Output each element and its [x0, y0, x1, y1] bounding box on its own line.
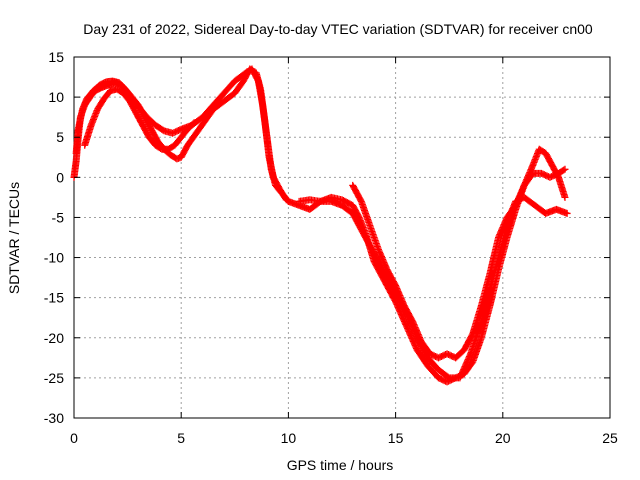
- y-tick-label: 10: [48, 89, 64, 105]
- y-tick-label: -5: [52, 209, 65, 225]
- chart-title: Day 231 of 2022, Sidereal Day-to-day VTE…: [83, 21, 593, 37]
- x-tick-label: 15: [388, 430, 404, 446]
- series-track-c: [81, 85, 198, 153]
- y-tick-label: -30: [44, 410, 64, 426]
- y-tick-label: -20: [44, 330, 64, 346]
- x-axis-title: GPS time / hours: [287, 457, 394, 473]
- y-tick-label: -10: [44, 250, 64, 266]
- x-axis: 0 5 10 15 20 25: [70, 57, 618, 446]
- plot-area: [73, 56, 611, 419]
- series-track-b: [72, 65, 290, 204]
- series-track-f: [349, 165, 569, 362]
- y-axis-title: SDTVAR / TECUs: [6, 182, 22, 294]
- data-point: [190, 119, 198, 127]
- data-point: [560, 166, 568, 174]
- x-tick-label: 25: [602, 430, 618, 446]
- y-tick-label: -25: [44, 370, 64, 386]
- y-tick-label: 5: [56, 129, 64, 145]
- y-axis: -30 -25 -20 -15 -10 -5 0 5 10 15: [44, 49, 610, 426]
- x-tick-label: 0: [70, 430, 78, 446]
- y-tick-label: -15: [44, 290, 64, 306]
- grid: [74, 57, 610, 418]
- data-point: [563, 209, 571, 217]
- y-tick-label: 0: [56, 169, 64, 185]
- x-tick-label: 20: [495, 430, 511, 446]
- data-point: [561, 165, 569, 173]
- data-point: [561, 193, 569, 201]
- y-tick-label: 15: [48, 49, 64, 65]
- x-tick-label: 5: [177, 430, 185, 446]
- data-point: [189, 120, 197, 128]
- data-points: [70, 65, 571, 386]
- x-tick-label: 10: [281, 430, 297, 446]
